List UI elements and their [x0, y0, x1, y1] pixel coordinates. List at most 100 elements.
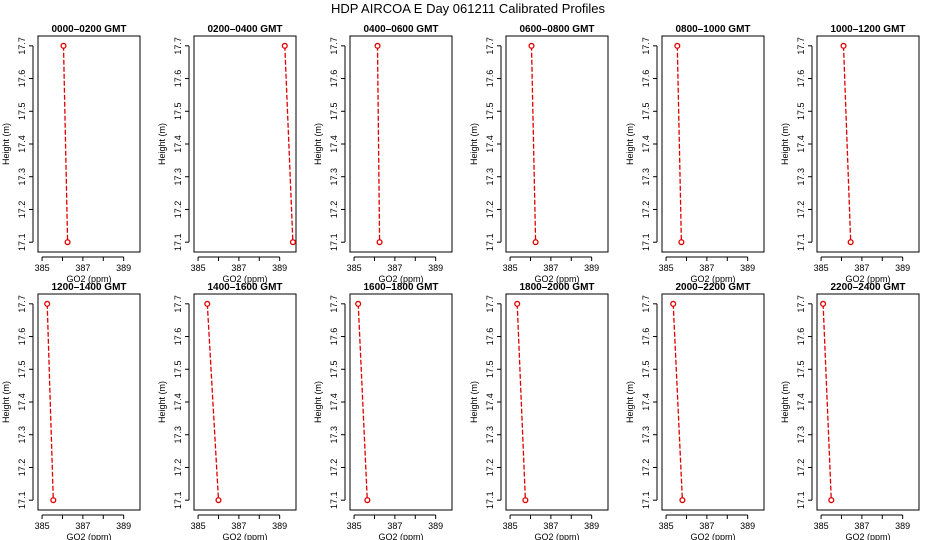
- y-tick-label: 17.1: [485, 233, 495, 251]
- profile-point: [376, 239, 383, 246]
- y-tick-label: 17.2: [641, 459, 651, 477]
- y-tick-label: 17.5: [796, 361, 806, 379]
- y-tick-label: 17.6: [796, 70, 806, 88]
- x-axis-label: GO2 (ppm): [690, 274, 735, 284]
- profile-line: [822, 303, 832, 501]
- profile-point: [670, 300, 677, 307]
- y-tick-label: 17.4: [641, 393, 651, 411]
- plot-frame: [816, 293, 920, 511]
- y-tick-label: 17.1: [485, 491, 495, 509]
- y-tick-label: 17.1: [17, 491, 27, 509]
- profile-point: [840, 42, 847, 49]
- x-tick-label: 387: [854, 263, 869, 273]
- x-tick-label: 385: [191, 263, 206, 273]
- y-tick-label: 17.5: [329, 361, 339, 379]
- panel-title: 0400–0600 GMT: [363, 24, 438, 35]
- profile-point: [60, 42, 67, 49]
- y-axis-label: Height (m): [313, 381, 323, 423]
- y-tick-label: 17.7: [641, 295, 651, 313]
- panel-2: 0400–0600 GMT 385 387 389 GO2 (ppm) 17.1 17.2 1…: [313, 24, 453, 284]
- y-tick-label: 17.5: [173, 361, 183, 379]
- y-tick-label: 17.1: [796, 233, 806, 251]
- plot-frame: [37, 35, 141, 253]
- y-tick-label: 17.4: [329, 393, 339, 411]
- profile-point: [679, 497, 686, 504]
- profile-line: [842, 45, 852, 243]
- y-tick-label: 17.2: [485, 459, 495, 477]
- profile-line: [46, 303, 54, 501]
- x-tick-label: 387: [543, 263, 558, 273]
- y-tick-label: 17.1: [796, 491, 806, 509]
- y-tick-label: 17.2: [17, 201, 27, 219]
- y-tick-label: 17.6: [173, 70, 183, 88]
- plot-frame: [816, 35, 920, 253]
- x-tick-label: 387: [543, 521, 558, 531]
- profile-line: [206, 303, 220, 501]
- y-tick-label: 17.1: [173, 233, 183, 251]
- y-axis-label: Height (m): [157, 123, 167, 165]
- plot-frame: [661, 35, 765, 253]
- y-tick-label: 17.7: [329, 295, 339, 313]
- x-tick-label: 387: [231, 263, 246, 273]
- y-tick-label: 17.7: [17, 37, 27, 55]
- x-tick-label: 389: [895, 263, 910, 273]
- x-tick-label: 389: [272, 263, 287, 273]
- panel-8: 1600–1800 GMT 385 387 389 GO2 (ppm) 17.1 17.2 1…: [313, 282, 453, 540]
- y-axis-label: Height (m): [469, 381, 479, 423]
- y-tick-label: 17.2: [485, 201, 495, 219]
- y-tick-label: 17.5: [641, 361, 651, 379]
- profile-line: [676, 45, 683, 243]
- x-tick-label: 387: [699, 263, 714, 273]
- y-axis-label: Height (m): [1, 123, 11, 165]
- profile-point: [514, 300, 521, 307]
- panel-7: 1400–1600 GMT 385 387 389 GO2 (ppm) 17.1 17.2 1…: [157, 282, 297, 540]
- y-tick-label: 17.3: [173, 168, 183, 186]
- y-tick-label: 17.4: [173, 135, 183, 153]
- profile-point: [678, 239, 685, 246]
- profile-line: [62, 45, 69, 243]
- y-tick-label: 17.7: [485, 295, 495, 313]
- y-tick-label: 17.3: [329, 168, 339, 186]
- x-tick-label: 385: [814, 263, 829, 273]
- profile-point: [847, 239, 854, 246]
- profile-point: [532, 239, 539, 246]
- y-tick-label: 17.7: [17, 295, 27, 313]
- x-tick-label: 387: [231, 521, 246, 531]
- y-tick-label: 17.1: [641, 233, 651, 251]
- x-tick-label: 385: [347, 521, 362, 531]
- panel-title: 1000–1200 GMT: [830, 24, 905, 35]
- x-tick-label: 387: [75, 263, 90, 273]
- x-tick-label: 389: [895, 521, 910, 531]
- y-tick-label: 17.7: [329, 37, 339, 55]
- y-tick-label: 17.6: [329, 70, 339, 88]
- panel-title: 1200–1400 GMT: [51, 282, 126, 293]
- y-tick-label: 17.3: [17, 426, 27, 444]
- x-tick-label: 385: [503, 521, 518, 531]
- y-axis-label: Height (m): [469, 123, 479, 165]
- y-tick-label: 17.7: [796, 37, 806, 55]
- y-tick-label: 17.2: [796, 201, 806, 219]
- panel-title: 1800–2000 GMT: [519, 282, 594, 293]
- x-tick-label: 387: [387, 263, 402, 273]
- profile-point: [374, 42, 381, 49]
- y-tick-label: 17.2: [173, 459, 183, 477]
- profile-point: [364, 497, 371, 504]
- plot-frame: [193, 293, 297, 511]
- x-tick-label: 387: [75, 521, 90, 531]
- x-axis-label: GO2 (ppm): [66, 274, 111, 284]
- x-axis-label: GO2 (ppm): [690, 532, 735, 540]
- y-tick-label: 17.4: [641, 135, 651, 153]
- y-tick-label: 17.6: [329, 328, 339, 346]
- x-axis-label: GO2 (ppm): [378, 532, 423, 540]
- profile-point: [289, 239, 296, 246]
- x-tick-label: 385: [659, 521, 674, 531]
- y-tick-label: 17.3: [17, 168, 27, 186]
- x-tick-label: 389: [428, 263, 443, 273]
- y-tick-label: 17.5: [173, 103, 183, 121]
- y-tick-label: 17.6: [485, 70, 495, 88]
- y-tick-label: 17.5: [485, 361, 495, 379]
- panel-11: 2200–2400 GMT 385 387 389 GO2 (ppm) 17.1 17.2 1…: [780, 282, 920, 540]
- y-tick-label: 17.6: [17, 70, 27, 88]
- plot-frame: [505, 35, 609, 253]
- x-tick-label: 387: [387, 521, 402, 531]
